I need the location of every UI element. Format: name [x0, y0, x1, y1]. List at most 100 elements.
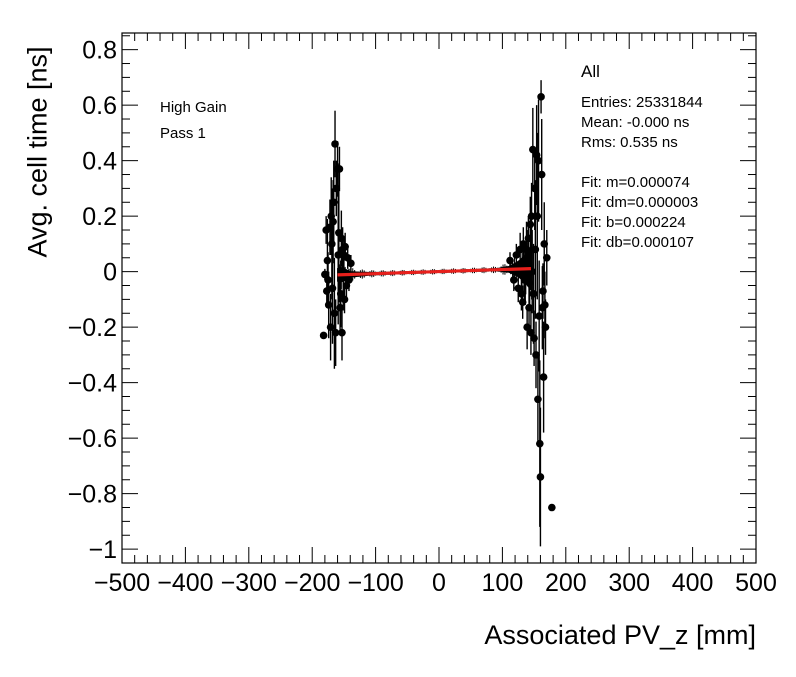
data-point — [536, 439, 544, 448]
data-point — [331, 140, 339, 148]
data-point — [529, 290, 538, 298]
x-tick-label: −100 — [347, 569, 403, 597]
y-tick-label: −1 — [88, 536, 117, 564]
x-axis-label: Associated PV_z [mm] — [484, 620, 756, 650]
y-tick-label: −0.4 — [68, 370, 117, 398]
data-point — [332, 184, 341, 193]
stats-fit-b: Fit: b=0.000224 — [581, 214, 686, 231]
data-point — [341, 242, 349, 251]
x-tick-label: −200 — [284, 569, 340, 597]
data-point — [533, 212, 542, 220]
data-point — [540, 240, 549, 248]
data-point — [329, 198, 338, 207]
data-point — [328, 240, 336, 248]
data-point — [534, 395, 542, 404]
data-point — [523, 253, 532, 262]
data-point — [326, 323, 335, 331]
data-point — [521, 273, 530, 281]
x-tick-label: 200 — [545, 569, 587, 597]
data-point — [322, 287, 331, 295]
annotation-high-gain: High Gain — [160, 99, 227, 116]
data-point — [334, 251, 342, 259]
stats-rms: Rms: 0.535 ns — [581, 134, 678, 151]
x-tick-label: 500 — [735, 569, 777, 597]
data-point — [532, 351, 540, 359]
data-point — [324, 301, 333, 309]
data-point — [525, 303, 533, 312]
data-point — [506, 256, 514, 265]
data-point — [531, 245, 540, 254]
data-point — [537, 170, 546, 179]
data-point — [539, 287, 547, 295]
data-point — [542, 253, 551, 262]
data-point — [523, 323, 531, 331]
annotation-pass: Pass 1 — [160, 125, 206, 142]
data-point — [530, 184, 539, 193]
stats-title: All — [581, 62, 600, 81]
data-point — [539, 373, 548, 381]
data-point — [347, 259, 355, 268]
y-tick-label: 0.2 — [82, 203, 117, 231]
data-point — [343, 253, 352, 262]
data-point — [321, 270, 329, 279]
data-point — [517, 290, 526, 298]
y-tick-label: 0 — [103, 259, 117, 287]
x-tick-label: −400 — [157, 569, 213, 597]
data-point — [338, 328, 346, 337]
data-point — [548, 503, 556, 512]
y-axis-label: Avg. cell time [ns] — [22, 46, 53, 258]
data-point — [519, 240, 528, 248]
y-tick-label: −0.2 — [68, 314, 117, 342]
y-tick-label: 0.4 — [82, 148, 117, 176]
x-tick-label: 0 — [432, 569, 446, 597]
stats-entries: Entries: 25331844 — [581, 94, 703, 111]
data-point — [525, 278, 534, 287]
x-tick-label: 300 — [608, 569, 650, 597]
x-tick-label: −300 — [221, 569, 277, 597]
y-tick-label: 0.6 — [82, 92, 117, 120]
data-point — [330, 309, 339, 318]
x-tick-label: 400 — [672, 569, 714, 597]
x-tick-label: 100 — [482, 569, 524, 597]
data-point — [326, 223, 334, 232]
data-point — [536, 473, 545, 481]
data-point — [530, 334, 538, 343]
stats-box: All Entries: 25331844 Mean: -0.000 ns Rm… — [581, 62, 703, 254]
data-point — [516, 245, 524, 254]
stats-blank — [581, 154, 703, 174]
data-point — [510, 276, 518, 284]
stats-mean: Mean: -0.000 ns — [581, 114, 690, 131]
data-point — [336, 303, 344, 312]
y-tick-label: 0.8 — [82, 37, 117, 65]
data-point — [527, 328, 535, 337]
x-tick-label: −500 — [94, 569, 150, 597]
data-point — [336, 290, 345, 298]
stats-fit-dm: Fit: dm=0.000003 — [581, 194, 699, 211]
data-point — [522, 245, 531, 254]
data-point — [319, 331, 328, 340]
stats-fit-db: Fit: db=0.000107 — [581, 234, 695, 251]
data-point — [512, 251, 521, 259]
data-point — [527, 212, 536, 220]
data-point — [535, 312, 543, 320]
data-point — [526, 220, 535, 229]
data-point — [518, 298, 527, 306]
y-tick-label: −0.6 — [68, 425, 117, 453]
data-point — [345, 276, 353, 284]
stats-fit-m: Fit: m=0.000074 — [581, 174, 690, 191]
data-point — [534, 156, 543, 165]
data-point — [524, 234, 533, 243]
data-point — [541, 301, 549, 309]
fit-line — [337, 267, 531, 277]
data-point — [541, 323, 550, 331]
data-point — [335, 165, 344, 173]
data-point — [328, 284, 337, 293]
data-point — [329, 217, 337, 226]
data-point — [529, 145, 537, 154]
data-point — [323, 256, 332, 265]
stats-lines: Entries: 25331844 Mean: -0.000 ns Rms: 0… — [581, 94, 703, 254]
data-point — [324, 276, 332, 284]
data-point — [331, 328, 340, 337]
data-point — [340, 295, 349, 304]
